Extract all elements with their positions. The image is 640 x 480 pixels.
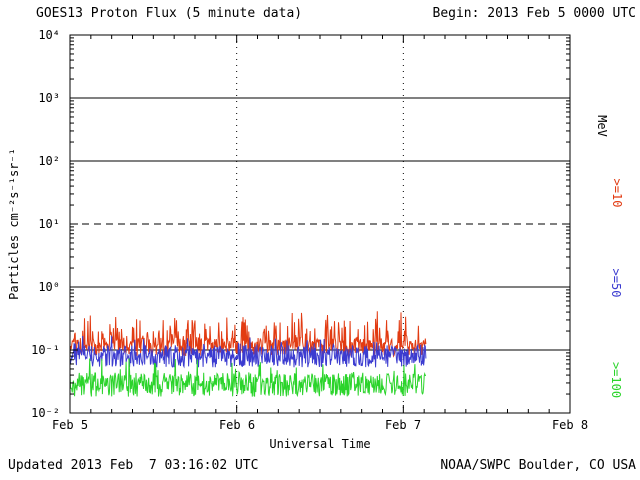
y-tick-1e-2: 10⁻² bbox=[31, 406, 60, 420]
y-tick-1e0: 10⁰ bbox=[38, 280, 60, 294]
y-tick-1e1: 10¹ bbox=[38, 217, 60, 231]
x-tick-feb7: Feb 7 bbox=[384, 418, 422, 432]
y-axis-label: Particles cm⁻²s⁻¹sr⁻¹ bbox=[7, 148, 21, 300]
series-label-ge50mev: >=50 bbox=[609, 268, 623, 298]
source-credit: NOAA/SWPC Boulder, CO USA bbox=[440, 458, 636, 473]
page-title: GOES13 Proton Flux (5 minute data) bbox=[36, 6, 303, 21]
series-label-ge100mev: >=100 bbox=[609, 361, 623, 399]
series-line->=100 MeV bbox=[69, 358, 426, 398]
series-label-ge10mev: >=10 bbox=[610, 178, 624, 208]
y-tick-1e3: 10³ bbox=[38, 91, 60, 105]
y-tick-1e4: 10⁴ bbox=[38, 28, 60, 42]
y-tick-1e-1: 10⁻¹ bbox=[31, 343, 60, 357]
x-tick-feb8: Feb 8 bbox=[551, 418, 589, 432]
x-tick-feb5: Feb 5 bbox=[51, 418, 89, 432]
begin-timestamp: Begin: 2013 Feb 5 0000 UTC bbox=[432, 6, 637, 21]
x-tick-feb6: Feb 6 bbox=[218, 418, 256, 432]
updated-timestamp: Updated 2013 Feb 7 03:16:02 UTC bbox=[8, 458, 259, 473]
y-tick-1e2: 10² bbox=[38, 154, 60, 168]
x-axis-label: Universal Time bbox=[269, 437, 371, 451]
plot-border bbox=[69, 34, 571, 414]
units-label-mev: MeV bbox=[595, 115, 609, 137]
